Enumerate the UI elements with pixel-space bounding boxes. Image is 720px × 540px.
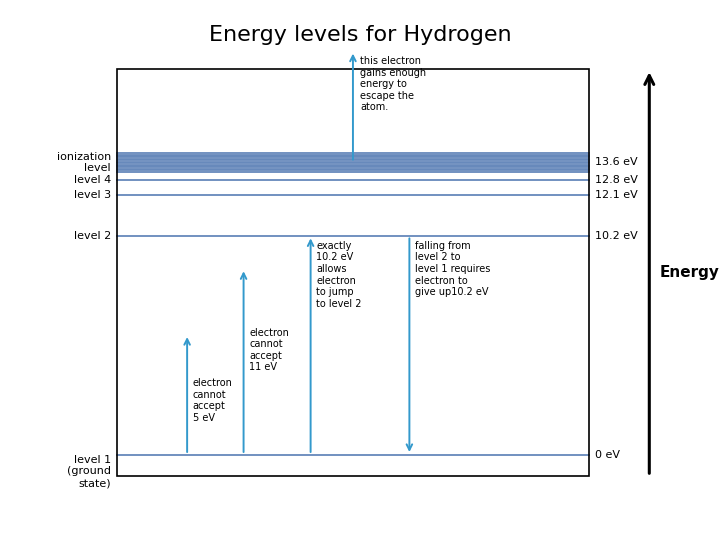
Text: 13.6 eV: 13.6 eV bbox=[595, 158, 638, 167]
Text: electron
cannot
accept
5 eV: electron cannot accept 5 eV bbox=[193, 378, 233, 423]
Bar bbox=[117, 69, 589, 476]
Text: level 3: level 3 bbox=[73, 190, 111, 200]
Text: level 2: level 2 bbox=[73, 231, 111, 240]
Text: exactly
10.2 eV
allows
electron
to jump
to level 2: exactly 10.2 eV allows electron to jump … bbox=[316, 241, 361, 309]
Text: 10.2 eV: 10.2 eV bbox=[595, 231, 638, 240]
Text: this electron
gains enough
energy to
escape the
atom.: this electron gains enough energy to esc… bbox=[360, 56, 426, 112]
Text: 12.1 eV: 12.1 eV bbox=[595, 190, 638, 200]
Text: electron
cannot
accept
11 eV: electron cannot accept 11 eV bbox=[249, 328, 289, 373]
Text: level 1
(ground
state): level 1 (ground state) bbox=[67, 455, 111, 488]
Text: falling from
level 2 to
level 1 requires
electron to
give up10.2 eV: falling from level 2 to level 1 requires… bbox=[415, 241, 490, 297]
Text: 0 eV: 0 eV bbox=[595, 450, 620, 460]
Text: ionization
level: ionization level bbox=[57, 152, 111, 173]
Text: level 4: level 4 bbox=[73, 174, 111, 185]
Text: Energy: Energy bbox=[660, 265, 720, 280]
Text: Energy levels for Hydrogen: Energy levels for Hydrogen bbox=[209, 25, 511, 45]
Text: 12.8 eV: 12.8 eV bbox=[595, 174, 638, 185]
